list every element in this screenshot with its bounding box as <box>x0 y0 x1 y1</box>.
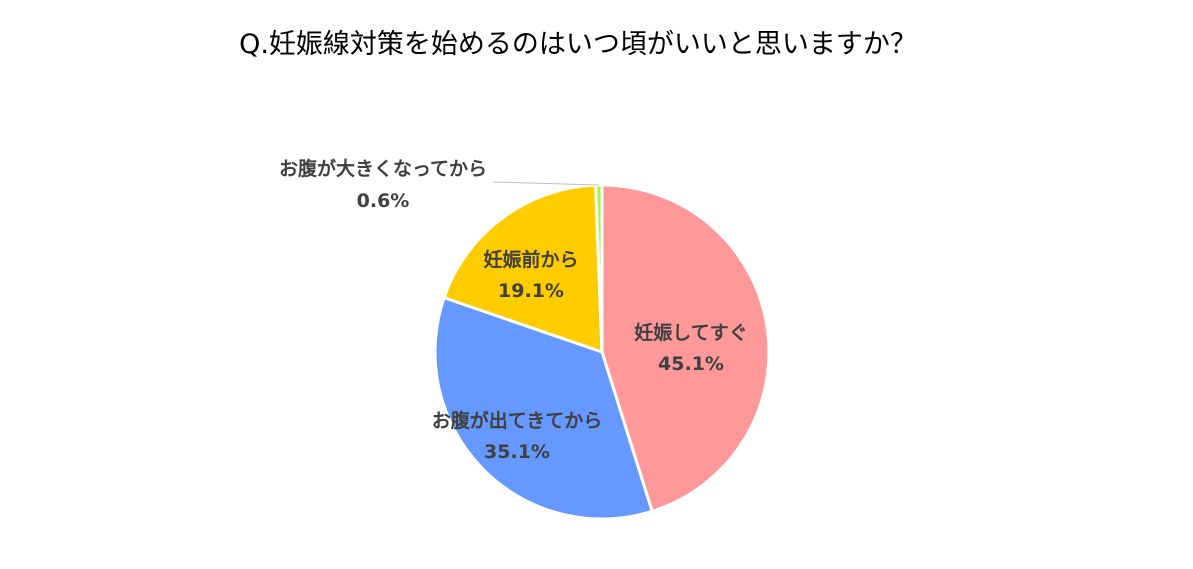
slice-label-1: 妊娠してすぐ <box>634 321 747 344</box>
slice-value-3: 19.1% <box>498 280 564 302</box>
slice-value-1: 45.1% <box>658 353 724 375</box>
slice-label-2: お腹が出てきてから <box>432 409 602 432</box>
slice-label-4: お腹が大きくなってから <box>279 157 487 180</box>
chart-title: Q.妊娠線対策を始めるのはいつ頃がいいと思いますか？ <box>239 29 917 60</box>
slice-value-2: 35.1% <box>484 441 550 463</box>
slice-3 <box>442 183 604 354</box>
leader-line <box>492 181 599 186</box>
slice-1 <box>600 183 771 513</box>
slice-label-3: 妊娠前から <box>483 248 578 271</box>
slice-value-4: 0.6% <box>357 190 410 212</box>
data-labels: 妊娠してすぐ 45.1% お腹が出てきてから 35.1% 妊娠前から 19.1% お腹が大き… <box>279 157 748 463</box>
pie-slices <box>433 183 771 521</box>
slice-2 <box>433 296 654 521</box>
